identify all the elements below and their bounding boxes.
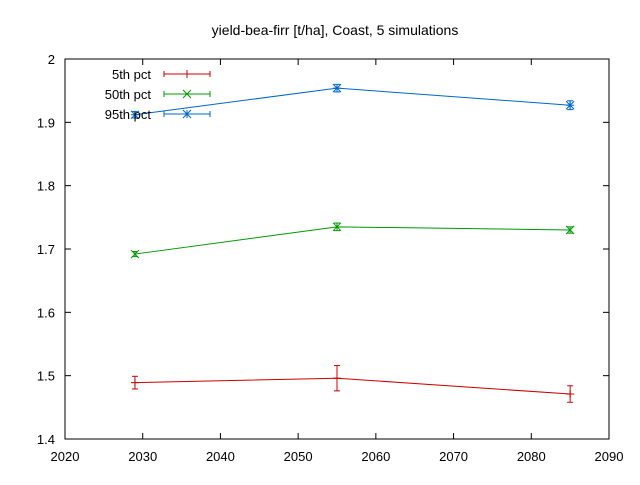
series-1 (130, 365, 575, 403)
series-line (134, 87, 571, 116)
series-layer (130, 83, 575, 403)
data-point (565, 225, 575, 235)
legend-label: 95th pct (105, 107, 152, 122)
x-tick-label: 2050 (284, 449, 313, 464)
x-tick-label: 2040 (206, 449, 235, 464)
legend-item-1: 5th pct (112, 67, 211, 82)
x-tick-label: 2030 (128, 449, 157, 464)
chart-title: yield-bea-firr [t/ha], Coast, 5 simulati… (212, 22, 459, 38)
legend-marker (182, 89, 192, 99)
y-tick-label: 1.8 (37, 179, 55, 194)
data-point (565, 100, 575, 110)
legend-marker (183, 70, 191, 78)
series-line (134, 226, 571, 255)
data-point (130, 249, 140, 259)
data-point (130, 110, 140, 120)
x-tick-label: 2020 (51, 449, 80, 464)
series-2 (130, 222, 575, 259)
y-tick-label: 1.4 (37, 432, 55, 447)
legend-item-2: 50th pct (105, 87, 211, 102)
legend-item-3: 95th pct (105, 107, 211, 122)
legend-label: 50th pct (105, 87, 152, 102)
legend: 5th pct 50th pct 95th pct (105, 67, 211, 122)
x-tick-label: 2090 (595, 449, 624, 464)
y-tick-label: 2 (48, 52, 55, 67)
y-tick-label: 1.6 (37, 305, 55, 320)
legend-marker (182, 109, 192, 119)
y-tick-label: 1.5 (37, 369, 55, 384)
y-tick-label: 1.9 (37, 115, 55, 130)
legend-label: 5th pct (112, 67, 151, 82)
x-tick-label: 2060 (361, 449, 390, 464)
series-3 (130, 83, 575, 120)
data-point (130, 378, 139, 387)
x-tick-label: 2070 (439, 449, 468, 464)
x-tick-label: 2080 (517, 449, 546, 464)
data-point (332, 83, 342, 93)
data-point (566, 390, 575, 399)
series-line (134, 377, 571, 395)
y-tick-label: 1.7 (37, 242, 55, 257)
data-point (332, 222, 342, 232)
axes-layer: 2020 2030 2040 2050 2060 2070 2080 2090 1.4 1.5 1.… (37, 52, 624, 464)
data-point (333, 374, 341, 383)
